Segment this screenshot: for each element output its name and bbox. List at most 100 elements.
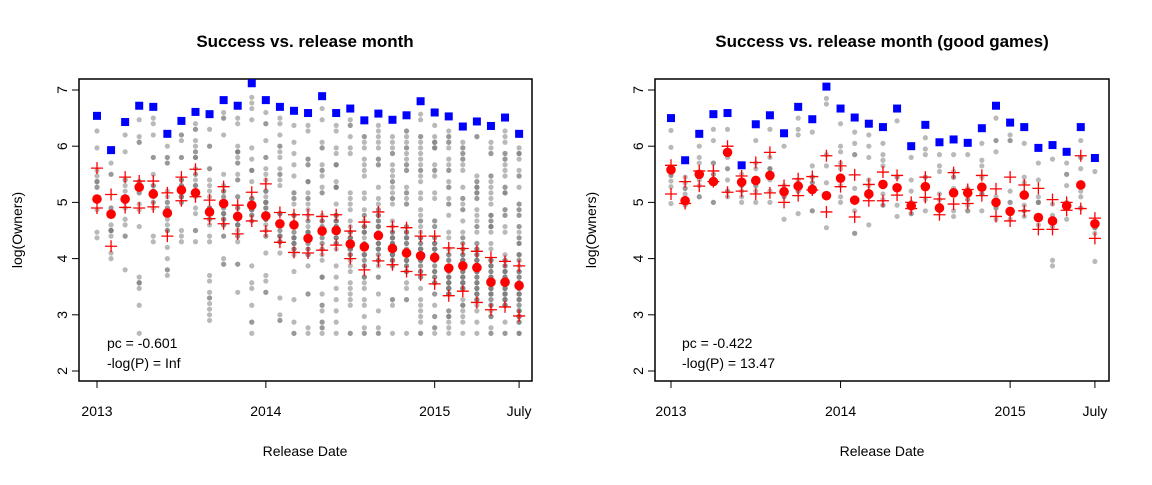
data-point xyxy=(164,154,170,161)
data-point xyxy=(319,105,325,112)
data-point xyxy=(94,235,100,241)
data-point xyxy=(1049,257,1056,263)
data-point xyxy=(206,177,213,183)
data-point xyxy=(235,115,241,121)
data-point xyxy=(446,274,452,280)
mean-marker xyxy=(1061,200,1072,211)
data-point xyxy=(361,274,367,280)
max-marker xyxy=(304,109,313,118)
data-point xyxy=(474,274,480,280)
data-point xyxy=(305,291,311,297)
lower-quantile-marker xyxy=(876,194,889,207)
data-point xyxy=(192,182,199,189)
data-point xyxy=(94,128,100,134)
data-point xyxy=(361,167,367,173)
mean-marker xyxy=(779,186,789,197)
data-point xyxy=(263,109,269,116)
max-marker xyxy=(681,156,690,165)
mean-marker xyxy=(345,239,356,249)
lower-quantile-marker xyxy=(1032,223,1045,236)
max-marker xyxy=(346,104,355,113)
lower-quantile-marker xyxy=(848,211,861,224)
data-point xyxy=(347,280,353,286)
data-point xyxy=(809,208,815,214)
upper-quantile-marker xyxy=(806,170,819,183)
data-point xyxy=(488,240,494,247)
max-marker xyxy=(416,97,425,106)
mean-marker xyxy=(486,277,496,288)
data-point xyxy=(502,128,508,134)
data-point xyxy=(375,252,381,258)
lower-quantile-marker xyxy=(147,200,160,213)
max-marker xyxy=(1090,154,1099,163)
data-point xyxy=(122,233,128,239)
lower-quantile-marker xyxy=(721,186,734,199)
mean-marker xyxy=(500,277,510,288)
data-point xyxy=(249,263,255,269)
data-point xyxy=(375,145,381,151)
data-point xyxy=(516,167,522,173)
upper-quantile-marker xyxy=(679,175,692,188)
data-point xyxy=(418,173,424,179)
upper-quantile-marker xyxy=(245,186,258,199)
upper-quantile-marker xyxy=(820,149,833,162)
data-point xyxy=(263,222,269,228)
data-point xyxy=(446,252,452,258)
upper-quantile-marker xyxy=(933,193,946,206)
data-point xyxy=(291,330,297,336)
data-point xyxy=(291,122,297,129)
data-point xyxy=(319,190,325,196)
data-point xyxy=(235,154,241,161)
data-point xyxy=(432,263,438,269)
data-point xyxy=(1064,182,1070,189)
data-point xyxy=(1064,160,1070,166)
data-point xyxy=(136,117,142,123)
data-point xyxy=(263,137,269,144)
mean-marker xyxy=(807,184,818,195)
data-point xyxy=(1021,140,1027,146)
data-point xyxy=(375,325,381,331)
data-point xyxy=(460,252,466,258)
data-point xyxy=(1064,171,1070,177)
data-point xyxy=(488,212,494,218)
mean-marker xyxy=(962,188,973,198)
data-point xyxy=(446,257,452,263)
data-point xyxy=(319,145,325,151)
data-point xyxy=(291,268,297,275)
data-point xyxy=(922,135,928,141)
upper-quantile-marker xyxy=(119,171,132,184)
data-point xyxy=(502,207,508,213)
data-point xyxy=(979,163,985,169)
mean-marker xyxy=(289,220,299,230)
data-point xyxy=(361,139,367,145)
data-point xyxy=(136,274,142,280)
data-point xyxy=(192,205,199,211)
data-point xyxy=(305,330,311,336)
lower-quantile-marker xyxy=(1074,202,1087,215)
mean-marker xyxy=(120,194,130,204)
data-point xyxy=(474,308,480,314)
data-point xyxy=(206,182,213,189)
data-point xyxy=(979,157,985,163)
data-point xyxy=(418,212,424,218)
data-point xyxy=(122,149,128,155)
lower-quantile-marker xyxy=(792,189,805,202)
data-point xyxy=(150,171,156,177)
lower-quantile-marker xyxy=(372,254,385,267)
data-point xyxy=(432,246,438,252)
quantile-markers xyxy=(665,140,1101,245)
data-point xyxy=(277,132,283,138)
x-axis-label: Release Date xyxy=(263,443,348,459)
data-point xyxy=(809,163,815,169)
data-point xyxy=(922,208,928,214)
x-tick-label: July xyxy=(507,403,532,419)
lower-quantile-marker xyxy=(820,205,833,218)
data-point xyxy=(206,306,213,312)
data-point xyxy=(516,252,522,258)
data-point xyxy=(488,268,494,275)
data-point xyxy=(809,180,815,186)
data-point xyxy=(502,212,508,218)
mean-marker xyxy=(134,182,145,193)
data-point xyxy=(192,121,199,127)
